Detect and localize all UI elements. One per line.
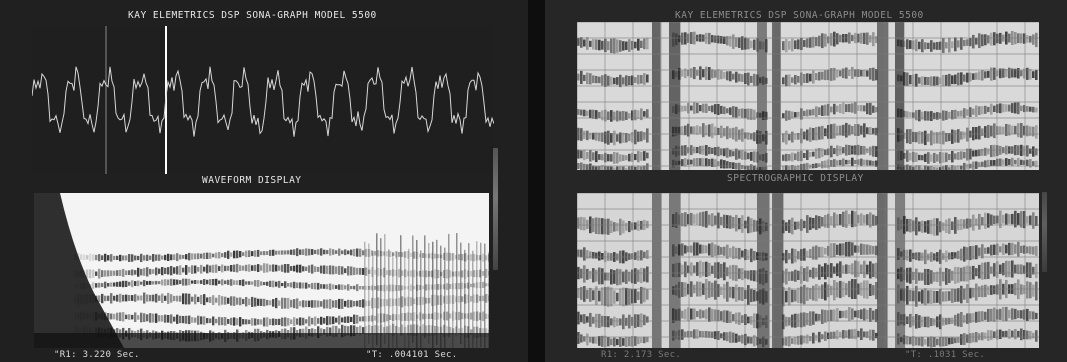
left-screen-title: KAY ELEMETRICS DSP SONA-GRAPH MODEL 5500 xyxy=(128,10,377,21)
spectrogram-marks xyxy=(577,22,1038,170)
spectrogram-grid xyxy=(577,193,1039,348)
right-status-r1: R1: 2.173 Sec. xyxy=(601,350,682,360)
left-monitor-screen: KAY ELEMETRICS DSP SONA-GRAPH MODEL 5500… xyxy=(0,0,528,362)
waveform-display-label: WAVEFORM DISPLAY xyxy=(202,175,302,186)
spectrogram-bands xyxy=(34,193,489,348)
left-spectrogram xyxy=(34,193,489,348)
right-screen-title: KAY ELEMETRICS DSP SONA-GRAPH MODEL 5500 xyxy=(675,10,924,21)
left-status-r1: "R1: 3.220 Sec. xyxy=(54,350,140,360)
right-spectrogram-upper[interactable] xyxy=(577,22,1039,170)
right-status-t: "T: .1031 Sec. xyxy=(905,350,986,360)
waveform-panel[interactable] xyxy=(32,26,494,174)
upper-spectrogram xyxy=(577,22,1039,170)
waveform-trace xyxy=(32,66,494,137)
monitor-gap xyxy=(528,0,545,362)
spectrogram-marks xyxy=(577,193,1038,348)
right-monitor-screen: KAY ELEMETRICS DSP SONA-GRAPH MODEL 5500… xyxy=(545,0,1067,362)
left-scrollbar[interactable] xyxy=(493,148,498,270)
spectrogram-grid xyxy=(577,22,1039,170)
left-status-t: "T: .004101 Sec. xyxy=(366,350,458,360)
right-scrollbar[interactable] xyxy=(1042,192,1047,272)
lower-spectrogram xyxy=(577,193,1039,348)
right-spectrogram-lower[interactable] xyxy=(577,193,1039,348)
spectrographic-display-label: SPECTROGRAPHIC DISPLAY xyxy=(727,173,864,184)
waveform-plot xyxy=(32,26,494,174)
left-spectrogram-panel[interactable] xyxy=(34,193,489,348)
